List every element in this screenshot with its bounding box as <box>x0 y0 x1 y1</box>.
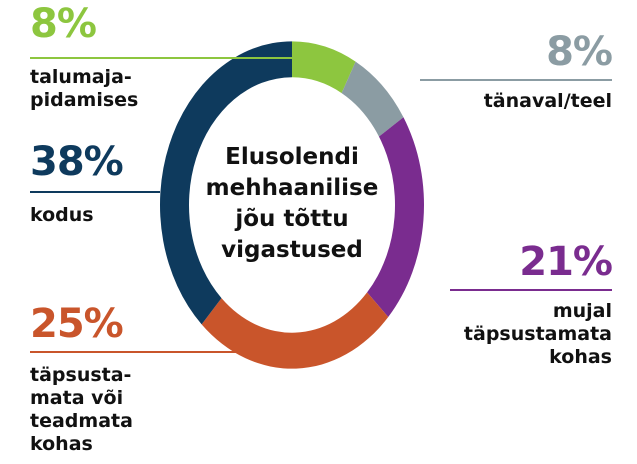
donut-segment <box>292 41 356 94</box>
value-label: 25% <box>30 301 124 347</box>
donut-segment <box>367 117 424 318</box>
category-label: tänaval/teel <box>483 90 612 112</box>
category-label: kodus <box>30 204 94 226</box>
value-label: 8% <box>546 29 613 75</box>
category-label: talumaja- pidamises <box>30 66 139 111</box>
value-label: 38% <box>30 139 124 185</box>
category-label: täpsusta- mata või teadmata kohas <box>30 364 133 455</box>
value-label: 8% <box>30 1 97 47</box>
value-label: 21% <box>519 239 613 285</box>
donut-segment <box>160 41 292 325</box>
donut <box>160 41 424 369</box>
donut-segment <box>341 61 404 137</box>
donut-segment <box>201 292 389 369</box>
category-label: mujal täpsustamata kohas <box>463 300 612 368</box>
chart-title: Elusolendi mehhaanilise jõu tõttu vigast… <box>205 144 379 263</box>
